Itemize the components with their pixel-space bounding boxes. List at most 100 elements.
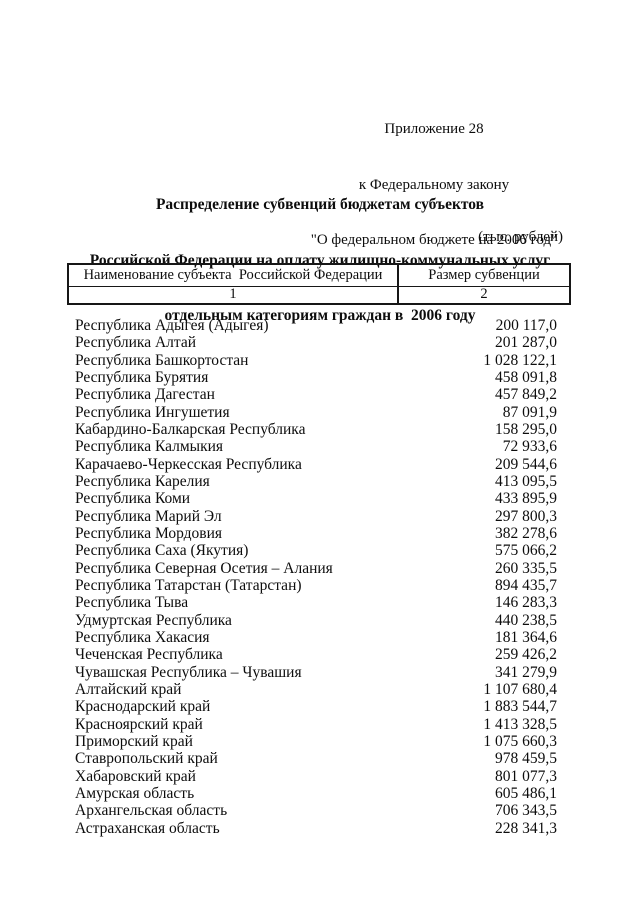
region-name: Красноярский край (75, 715, 203, 733)
subvention-value: 297 800,3 (495, 507, 557, 525)
table-row: Республика Адыгея (Адыгея) 200 117,0 (75, 317, 557, 334)
subvention-value: 433 895,9 (495, 490, 557, 508)
table-row: Астраханская область 228 341,3 (75, 820, 557, 837)
subvention-value: 575 066,2 (495, 542, 557, 560)
region-name: Республика Башкортостан (75, 351, 249, 369)
table-row: Республика Северная Осетия – Алания 260 3… (75, 560, 557, 577)
table-row: Республика Коми 433 895,9 (75, 490, 557, 507)
subvention-value: 1 075 660,3 (483, 732, 557, 750)
region-name: Карачаево-Черкесская Республика (75, 455, 302, 473)
region-name: Республика Мордовия (75, 524, 223, 542)
law-reference-line-1: к Федеральному закону (358, 176, 510, 193)
table-rows: Республика Адыгея (Адыгея) 200 117,0 Респу… (75, 317, 557, 837)
table-row: Чеченская Республика 259 426,2 (75, 646, 557, 663)
subvention-value: 605 486,1 (495, 784, 557, 802)
region-name: Краснодарский край (75, 698, 211, 716)
table-row: Краснодарский край 1 883 544,7 (75, 698, 557, 715)
subvention-value: 894 435,7 (495, 576, 557, 594)
subvention-value: 146 283,3 (495, 594, 557, 612)
region-name: Республика Карелия (75, 472, 210, 490)
subvention-value: 457 849,2 (495, 386, 557, 404)
table-row: Республика Бурятия 458 091,8 (75, 369, 557, 386)
region-name: Республика Дагестан (75, 386, 215, 404)
subvention-value: 87 091,9 (502, 403, 557, 421)
table-row: Республика Карелия 413 095,5 (75, 473, 557, 490)
region-name: Архангельская область (75, 802, 228, 820)
region-name: Республика Марий Эл (75, 507, 222, 525)
table-row: Республика Дагестан 457 849,2 (75, 386, 557, 403)
subvention-value: 341 279,9 (495, 663, 557, 681)
column-number-1: 1 (69, 287, 399, 303)
table-row: Республика Башкортостан 1 028 122,1 (75, 352, 557, 369)
table-row: Республика Тыва 146 283,3 (75, 594, 557, 611)
region-name: Республика Коми (75, 490, 191, 508)
table-row: Архангельская область 706 343,5 (75, 802, 557, 819)
region-name: Кабардино-Балкарская Республика (75, 420, 306, 438)
region-name: Республика Ингушетия (75, 403, 230, 421)
title-line-1: Распределение субвенций бюджетам субъект… (155, 196, 485, 213)
table-row: Амурская область 605 486,1 (75, 785, 557, 802)
table-row: Ставропольский край 978 459,5 (75, 750, 557, 767)
subvention-value: 72 933,6 (502, 438, 557, 456)
region-name: Республика Калмыкия (75, 438, 224, 456)
region-name: Республика Алтай (75, 334, 197, 352)
table-row: Республика Марий Эл 297 800,3 (75, 508, 557, 525)
region-name: Приморский край (75, 732, 193, 750)
subvention-value: 978 459,5 (495, 750, 557, 768)
subvention-value: 458 091,8 (495, 368, 557, 386)
subvention-value: 801 077,3 (495, 767, 557, 785)
region-name: Ставропольский край (75, 750, 218, 768)
subvention-value: 1 413 328,5 (483, 715, 557, 733)
table-row: Чувашская Республика – Чувашия 341 279,9 (75, 664, 557, 681)
units-note: (тыс. рублей) (478, 229, 563, 245)
region-name: Республика Хакасия (75, 628, 210, 646)
subvention-value: 209 544,6 (495, 455, 557, 473)
subvention-value: 1 883 544,7 (483, 698, 557, 716)
title-line-3: отдельным категориям граждан в 2006 году (164, 307, 476, 324)
table-row: Приморский край 1 075 660,3 (75, 733, 557, 750)
table-row: Удмуртская Республика 440 238,5 (75, 612, 557, 629)
table-row: Республика Хакасия 181 364,6 (75, 629, 557, 646)
appendix-header: Приложение 28 к Федеральному закону "О ф… (300, 83, 568, 287)
table-row: Карачаево-Черкесская Республика 209 544,6 (75, 456, 557, 473)
subvention-value: 201 287,0 (495, 334, 557, 352)
region-name: Астраханская область (75, 819, 220, 837)
table-row: Республика Саха (Якутия) 575 066,2 (75, 542, 557, 559)
column-number-2: 2 (480, 286, 488, 302)
appendix-number: Приложение 28 (384, 121, 484, 137)
subvention-value: 200 117,0 (495, 317, 557, 334)
table-row: Республика Мордовия 382 278,6 (75, 525, 557, 542)
region-name: Амурская область (75, 784, 195, 802)
subvention-value: 1 107 680,4 (483, 680, 557, 698)
subvention-value: 440 238,5 (495, 611, 557, 629)
region-name: Хабаровский край (75, 767, 196, 785)
table-row: Республика Татарстан (Татарстан) 894 435,… (75, 577, 557, 594)
region-name: Алтайский край (75, 680, 182, 698)
table-header: Наименование субъекта Российской Федерац… (67, 263, 571, 305)
region-name: Чувашская Республика – Чувашия (75, 663, 302, 681)
subvention-value: 413 095,5 (495, 472, 557, 490)
subvention-value: 158 295,0 (495, 420, 557, 438)
region-name: Чеченская Республика (75, 646, 223, 664)
region-name: Республика Адыгея (Адыгея) (75, 317, 269, 334)
table-row: Алтайский край 1 107 680,4 (75, 681, 557, 698)
region-name: Республика Татарстан (Татарстан) (75, 576, 302, 594)
table-row: Республика Ингушетия 87 091,9 (75, 404, 557, 421)
table-row: Республика Алтай 201 287,0 (75, 334, 557, 351)
subvention-value: 228 341,3 (495, 819, 557, 837)
table-row: Красноярский край 1 413 328,5 (75, 716, 557, 733)
region-name: Республика Бурятия (75, 368, 209, 386)
table-row: Республика Калмыкия 72 933,6 (75, 438, 557, 455)
subvention-value: 260 335,5 (495, 559, 557, 577)
table-row: Кабардино-Балкарская Республика 158 295,0 (75, 421, 557, 438)
law-reference-line-2: "О федеральном бюджете на 2006 год" (310, 232, 558, 248)
subvention-value: 1 028 122,1 (483, 351, 557, 369)
region-name: Удмуртская Республика (75, 611, 232, 629)
subvention-value: 259 426,2 (495, 646, 557, 664)
region-name: Республика Тыва (75, 594, 189, 612)
subvention-value: 181 364,6 (495, 628, 557, 646)
region-name: Республика Северная Осетия – Алания (75, 559, 333, 577)
subvention-value: 382 278,6 (495, 524, 557, 542)
subvention-value: 706 343,5 (495, 802, 557, 820)
